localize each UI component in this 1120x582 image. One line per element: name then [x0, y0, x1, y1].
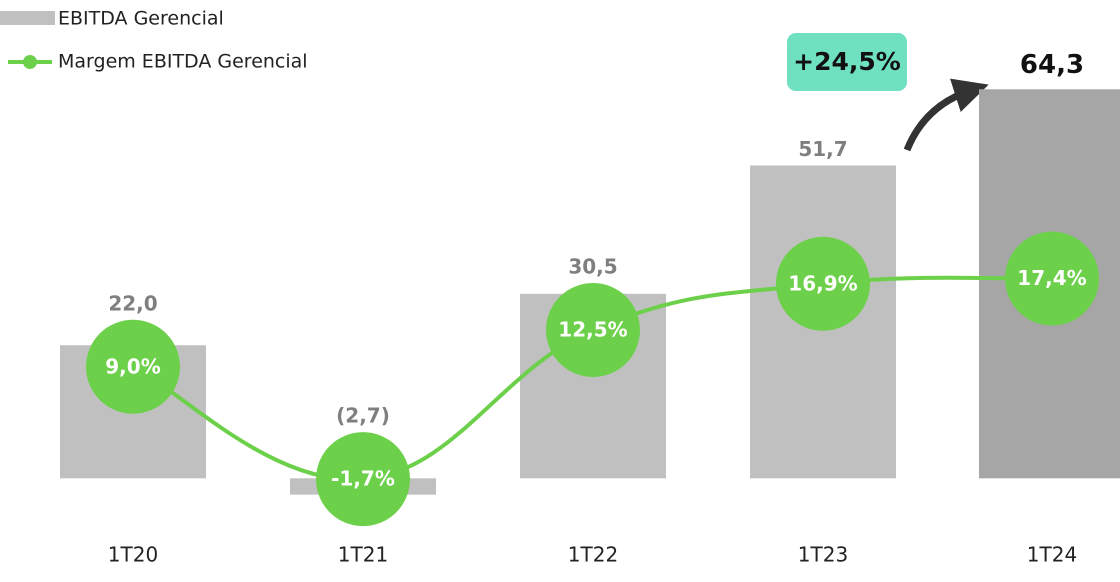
bar-value-label: 22,0	[108, 291, 157, 315]
line-value-label: 12,5%	[558, 318, 627, 342]
line-marker	[316, 432, 410, 527]
legend-marker	[23, 55, 37, 69]
line-value-label: 9,0%	[105, 354, 160, 378]
x-tick-label: 1T21	[338, 543, 388, 567]
line-value-label: -1,7%	[331, 467, 395, 491]
x-tick-label: 1T24	[1027, 543, 1077, 567]
line-value-label: 16,9%	[788, 271, 857, 295]
bar-value-label: 51,7	[798, 137, 847, 161]
annotation: +24,5%	[793, 47, 901, 76]
x-tick-label: 1T23	[798, 543, 848, 567]
annotation-box	[787, 33, 907, 91]
arrow	[903, 78, 989, 152]
legend-label: Margem EBITDA Gerencial	[58, 51, 308, 73]
line-marker	[776, 236, 870, 331]
bar-value-label: (2,7)	[336, 404, 390, 428]
bar-value-label: 64,3	[1020, 50, 1084, 80]
line-value-label: 17,4%	[1017, 266, 1086, 290]
line-marker	[546, 283, 640, 378]
legend-label: EBITDA Gerencial	[58, 8, 224, 30]
line-marker	[86, 319, 180, 414]
line-marker	[1005, 231, 1099, 326]
bar-value-label: 30,5	[568, 255, 617, 279]
legend-swatch	[0, 11, 55, 25]
x-tick-label: 1T22	[568, 543, 618, 567]
x-tick-label: 1T20	[108, 543, 158, 567]
